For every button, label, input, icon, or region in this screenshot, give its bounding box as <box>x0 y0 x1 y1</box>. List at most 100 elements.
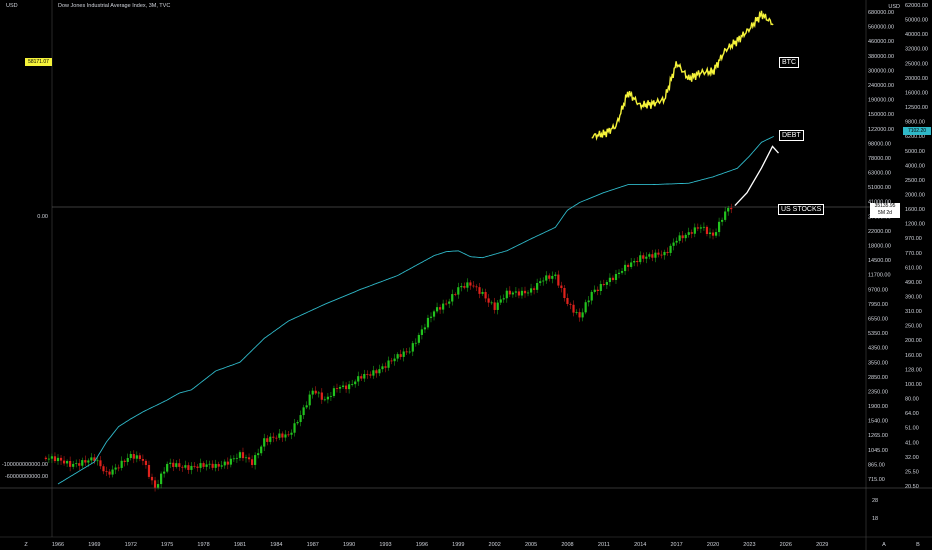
candle <box>99 460 102 467</box>
candle <box>654 252 657 258</box>
candle <box>272 436 275 438</box>
secondary-tick-label: 5000.00 <box>905 149 925 155</box>
corner-icon-label: A <box>882 542 886 548</box>
candle <box>502 298 505 300</box>
candle <box>435 307 439 312</box>
candle <box>160 473 163 485</box>
price-tick-label: 5350.00 <box>868 331 888 337</box>
time-tick-label: 1978 <box>197 542 209 548</box>
annotation-btc[interactable]: BTC <box>779 57 799 68</box>
secondary-tick-label: 20.50 <box>905 484 919 490</box>
candle <box>232 458 235 460</box>
candle <box>244 457 248 459</box>
candle <box>702 226 706 228</box>
candle <box>657 252 660 255</box>
candle <box>105 471 108 473</box>
secondary-tick-label: 128.00 <box>905 367 922 373</box>
candle <box>50 456 54 459</box>
candle <box>47 458 51 460</box>
candle <box>717 221 721 233</box>
candle <box>539 281 542 284</box>
candle <box>214 464 217 468</box>
us-stocks-arrow <box>734 145 779 207</box>
candle <box>581 312 584 318</box>
price-tick-label: 6550.00 <box>868 316 888 322</box>
candle <box>487 298 490 303</box>
secondary-tick-label: 100.00 <box>905 382 922 388</box>
price-tick-label: 22000.00 <box>868 229 891 235</box>
candle <box>363 373 366 379</box>
candle <box>708 232 712 234</box>
candle <box>696 227 699 229</box>
secondary-tick-label: 490.00 <box>905 280 922 286</box>
candle <box>402 351 405 357</box>
time-tick-label: 2002 <box>489 542 501 548</box>
candle <box>478 287 481 294</box>
symbol-title[interactable]: Dow Jones Industrial Average Index, 3M, … <box>58 3 171 9</box>
candle <box>254 455 257 465</box>
price-tick-label: 460000.00 <box>868 39 894 45</box>
candle <box>90 457 93 461</box>
candle <box>326 396 329 400</box>
candle <box>578 312 581 318</box>
candle <box>560 285 563 288</box>
candle <box>257 453 260 456</box>
price-tick-label: 14500.00 <box>868 258 891 264</box>
candle <box>648 254 651 257</box>
corner-icon-label: Z <box>24 542 28 548</box>
candle <box>660 254 663 256</box>
price-tick-label: 41000.00 <box>868 200 891 206</box>
secondary-tick-label: 32000.00 <box>905 47 928 53</box>
candle <box>393 358 396 362</box>
candle <box>617 272 621 274</box>
candle <box>714 232 718 236</box>
left-tick-label: 0.00 <box>37 214 48 220</box>
candle <box>117 467 120 469</box>
candle <box>290 432 293 435</box>
time-tick-label: 2017 <box>671 542 683 548</box>
candle <box>457 287 460 295</box>
candle <box>62 460 66 464</box>
candle <box>423 327 427 330</box>
candle <box>572 304 575 313</box>
candle <box>269 436 272 442</box>
candle <box>426 317 430 328</box>
time-tick-label: 2020 <box>707 542 719 548</box>
time-tick-label: 1975 <box>161 542 173 548</box>
candle <box>111 469 114 475</box>
candle <box>314 390 317 394</box>
annotation-debt[interactable]: DEBT <box>779 130 804 141</box>
candle <box>384 366 387 368</box>
candle <box>396 354 399 359</box>
candle <box>602 284 605 285</box>
candle <box>517 291 521 296</box>
time-tick-label: 1981 <box>234 542 246 548</box>
candle <box>184 465 187 468</box>
candle <box>84 460 87 463</box>
time-tick-label: 2011 <box>598 542 610 548</box>
candle <box>584 302 587 313</box>
candle <box>138 455 141 459</box>
candle <box>442 303 445 310</box>
candle <box>420 329 423 335</box>
annotation-us-stocks[interactable]: US STOCKS <box>778 204 825 215</box>
candle <box>348 384 351 390</box>
candle <box>308 394 311 406</box>
time-tick-label: 1990 <box>343 542 355 548</box>
price-tick-label: 98000.00 <box>868 141 891 147</box>
candle <box>193 465 196 467</box>
secondary-tick-label: 32.00 <box>905 455 919 461</box>
candle <box>533 288 536 290</box>
candle <box>630 262 633 267</box>
candle <box>569 303 572 305</box>
left-tick-label: -60000000000.00 <box>5 474 48 480</box>
lower-pane-tick: 18 <box>872 516 878 522</box>
candle <box>475 286 478 288</box>
time-tick-label: 2023 <box>743 542 755 548</box>
candle <box>357 376 360 382</box>
candle <box>523 290 527 294</box>
candle <box>542 280 545 282</box>
secondary-tick-label: 1600.00 <box>905 207 925 213</box>
candle <box>642 255 645 259</box>
